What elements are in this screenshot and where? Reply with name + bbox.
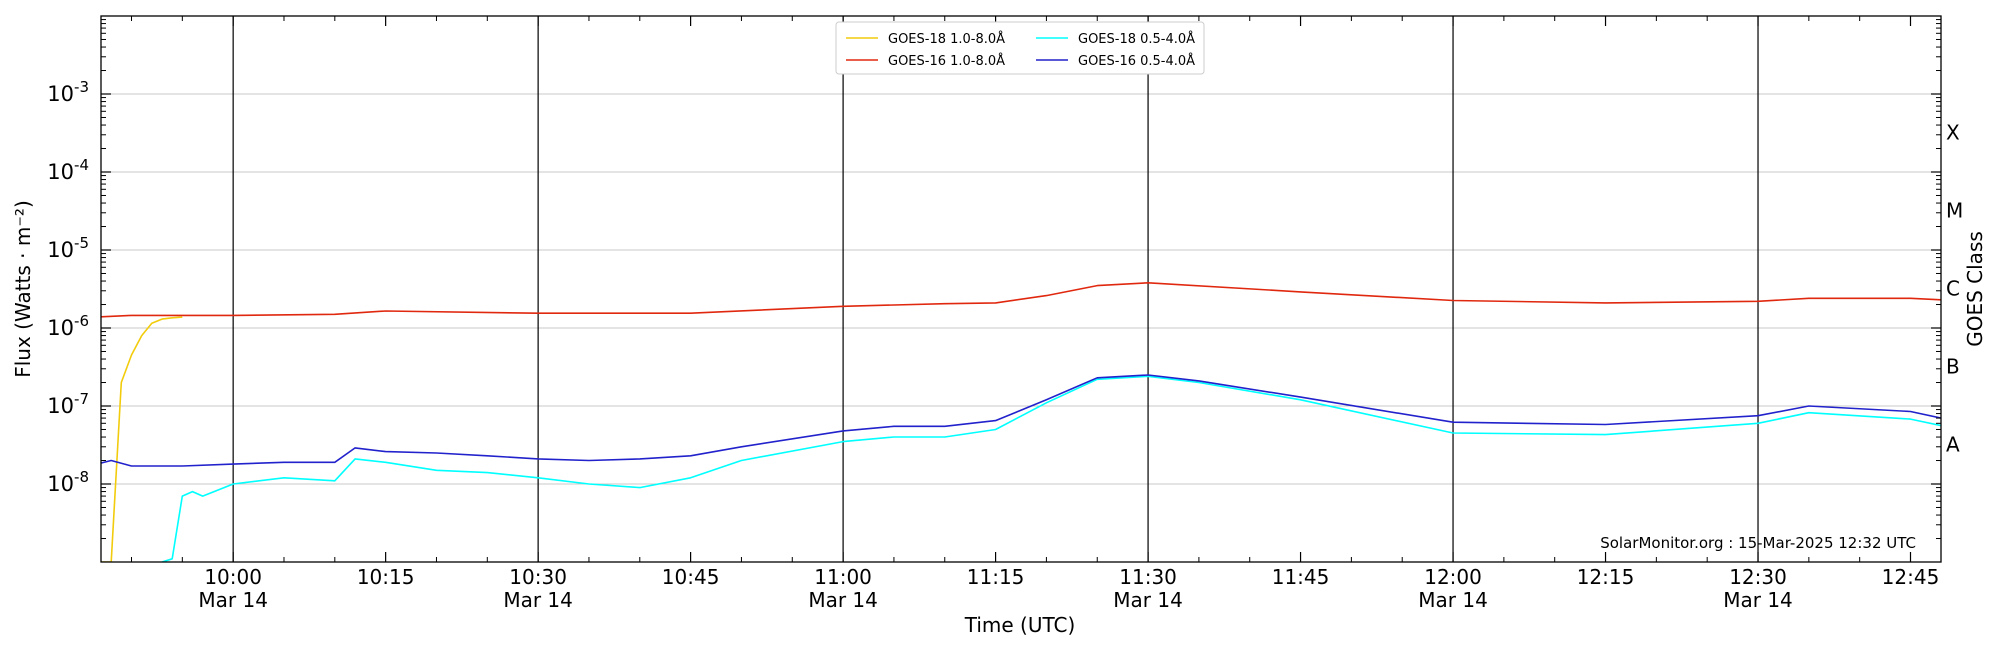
x-tick-label: 10:45 xyxy=(662,565,720,589)
x-tick-label: 11:45 xyxy=(1272,565,1330,589)
series-lines xyxy=(101,281,1941,562)
legend-entry: GOES-18 1.0-8.0Å xyxy=(888,31,1005,47)
x-tick-date-label: Mar 14 xyxy=(1113,588,1183,612)
series-line xyxy=(161,375,1941,562)
legend-box xyxy=(835,21,1205,75)
y-axis-right-label: GOES Class xyxy=(1963,231,1987,347)
x-tick-label: 12:30 xyxy=(1729,565,1787,589)
x-tick-label: 10:00 xyxy=(204,565,262,589)
y-tick-exponent: -5 xyxy=(74,234,89,252)
source-annotation: SolarMonitor.org : 15-Mar-2025 12:32 UTC xyxy=(1600,534,1916,552)
x-tick-date-label: Mar 14 xyxy=(198,588,268,612)
y-axis-ticks: 10-8 10-7 10-6 10-5 10-4 10-3 xyxy=(47,19,1941,540)
goes-class-label: X xyxy=(1946,121,1960,145)
x-tick-label: 10:30 xyxy=(509,565,567,589)
x-tick-label: 11:30 xyxy=(1119,565,1177,589)
y-tick-label: 10-7 xyxy=(47,390,89,418)
y-tick-exponent: -6 xyxy=(74,312,89,330)
plot-frame xyxy=(100,15,1942,563)
legend-entry: GOES-16 0.5-4.0Å xyxy=(1078,53,1195,69)
x-tick-date-label: Mar 14 xyxy=(503,588,573,612)
series-line xyxy=(101,281,1941,318)
x-tick-label: 12:15 xyxy=(1577,565,1635,589)
x-tick-date-label: Mar 14 xyxy=(1418,588,1488,612)
y-tick-label: 10-8 xyxy=(47,468,89,496)
goes-class-label: C xyxy=(1946,277,1960,301)
y-tick-exponent: -7 xyxy=(74,390,89,408)
x-tick-label: 10:15 xyxy=(357,565,415,589)
goes-class-label: M xyxy=(1946,199,1963,223)
horizontal-grid xyxy=(101,93,1941,485)
y-tick-exponent: -8 xyxy=(74,468,89,486)
x-tick-label: 11:15 xyxy=(967,565,1025,589)
x-tick-label: 11:00 xyxy=(814,565,872,589)
y-axis-label: Flux (Watts · m⁻²) xyxy=(11,200,35,378)
goes-class-label: B xyxy=(1946,355,1960,379)
x-tick-date-label: Mar 14 xyxy=(808,588,878,612)
goes-class-label: A xyxy=(1946,433,1960,457)
y-tick-exponent: -4 xyxy=(74,156,89,174)
y-tick-label: 10-4 xyxy=(47,156,89,184)
x-tick-label: 12:45 xyxy=(1882,565,1940,589)
y-tick-label: 10-6 xyxy=(47,312,89,340)
series-line xyxy=(101,316,183,562)
x-axis-label: Time (UTC) xyxy=(964,613,1076,637)
x-tick-label: 12:00 xyxy=(1424,565,1482,589)
legend-entry: GOES-18 0.5-4.0Å xyxy=(1078,31,1195,47)
y-tick-label: 10-3 xyxy=(47,78,89,106)
legend: GOES-18 1.0-8.0Å GOES-16 1.0-8.0Å GOES-18 … xyxy=(835,21,1205,75)
y-tick-label: 10-5 xyxy=(47,234,89,262)
major-time-lines xyxy=(232,16,1759,562)
legend-entry: GOES-16 1.0-8.0Å xyxy=(888,53,1005,69)
goes-class-labels: A B C M X xyxy=(1946,121,1963,457)
series-line xyxy=(101,374,1941,467)
y-tick-exponent: -3 xyxy=(74,78,89,96)
x-tick-date-label: Mar 14 xyxy=(1723,588,1793,612)
